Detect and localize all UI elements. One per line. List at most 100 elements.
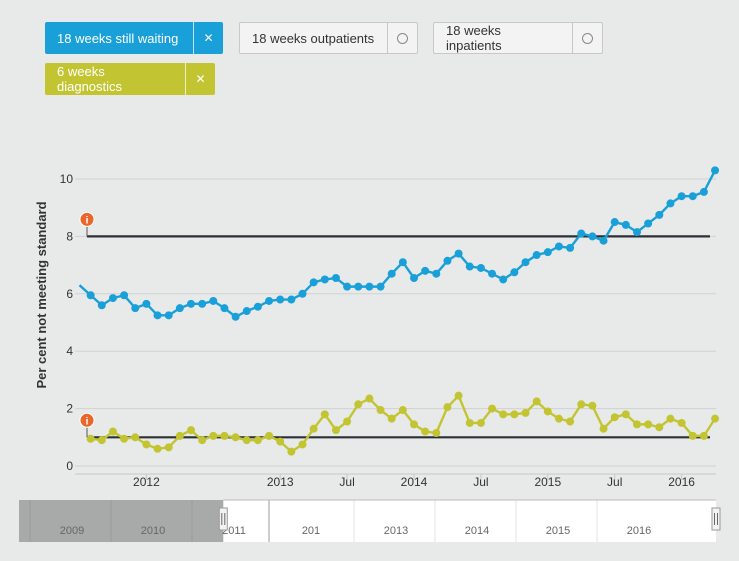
- data-point[interactable]: [131, 433, 140, 442]
- data-point[interactable]: [432, 269, 441, 278]
- data-point[interactable]: [108, 427, 117, 436]
- data-point[interactable]: [410, 420, 418, 429]
- data-point[interactable]: [231, 433, 240, 442]
- data-point[interactable]: [454, 249, 463, 258]
- data-point[interactable]: [644, 219, 653, 228]
- data-point[interactable]: [187, 299, 195, 308]
- data-point[interactable]: [354, 400, 363, 409]
- data-point[interactable]: [554, 414, 563, 423]
- data-point[interactable]: [108, 294, 117, 303]
- data-point[interactable]: [276, 437, 285, 446]
- data-point[interactable]: [220, 304, 229, 313]
- data-point[interactable]: [153, 311, 162, 320]
- data-point[interactable]: [655, 423, 664, 432]
- data-point[interactable]: [309, 278, 318, 287]
- data-point[interactable]: [398, 406, 407, 415]
- data-point[interactable]: [331, 274, 340, 283]
- data-point[interactable]: [510, 410, 519, 419]
- data-point[interactable]: [287, 447, 296, 456]
- data-point[interactable]: [588, 232, 597, 241]
- data-point[interactable]: [97, 436, 106, 445]
- data-point[interactable]: [443, 403, 452, 412]
- data-point[interactable]: [666, 414, 675, 423]
- data-point[interactable]: [421, 266, 430, 275]
- data-point[interactable]: [554, 242, 563, 251]
- data-point[interactable]: [532, 251, 541, 260]
- data-point[interactable]: [465, 418, 474, 427]
- data-point[interactable]: [532, 397, 541, 406]
- data-point[interactable]: [621, 220, 630, 229]
- data-point[interactable]: [153, 444, 162, 453]
- data-point[interactable]: [242, 307, 251, 316]
- data-point[interactable]: [644, 420, 653, 429]
- data-point[interactable]: [432, 428, 441, 437]
- data-point[interactable]: [454, 391, 463, 400]
- data-point[interactable]: [599, 236, 608, 245]
- navigator-handle-right[interactable]: [711, 507, 721, 531]
- data-point[interactable]: [187, 426, 195, 435]
- data-point[interactable]: [298, 440, 307, 449]
- data-point[interactable]: [287, 295, 296, 304]
- close-icon[interactable]: ✕: [185, 63, 215, 95]
- data-point[interactable]: [387, 414, 396, 423]
- data-point[interactable]: [633, 420, 641, 429]
- data-point[interactable]: [343, 417, 352, 426]
- data-point[interactable]: [354, 282, 363, 291]
- data-point[interactable]: [164, 443, 173, 452]
- data-point[interactable]: [242, 436, 251, 445]
- data-point[interactable]: [253, 302, 262, 311]
- data-point[interactable]: [488, 269, 497, 278]
- data-point[interactable]: [588, 401, 597, 410]
- data-point[interactable]: [465, 262, 474, 271]
- data-point[interactable]: [276, 295, 285, 304]
- data-point[interactable]: [499, 410, 508, 419]
- data-point[interactable]: [198, 436, 207, 445]
- radio-circle-icon[interactable]: [387, 23, 417, 53]
- data-point[interactable]: [142, 440, 151, 449]
- data-point[interactable]: [499, 275, 508, 284]
- data-point[interactable]: [86, 291, 95, 300]
- filter-toggle-3[interactable]: 6 weeks diagnostics ✕: [45, 63, 215, 95]
- info-icon[interactable]: [79, 211, 95, 227]
- data-point[interactable]: [365, 282, 374, 291]
- data-point[interactable]: [566, 243, 575, 252]
- data-point[interactable]: [633, 228, 641, 237]
- info-markers[interactable]: ii: [79, 211, 95, 438]
- data-point[interactable]: [543, 248, 552, 257]
- data-point[interactable]: [577, 229, 586, 238]
- data-point[interactable]: [376, 282, 385, 291]
- data-point[interactable]: [343, 282, 352, 291]
- data-point[interactable]: [488, 404, 497, 413]
- data-point[interactable]: [599, 424, 608, 433]
- data-point[interactable]: [298, 289, 307, 298]
- data-point[interactable]: [421, 427, 430, 436]
- info-icon[interactable]: [79, 412, 95, 428]
- data-point[interactable]: [711, 166, 720, 175]
- data-point[interactable]: [175, 431, 184, 440]
- data-point[interactable]: [387, 269, 396, 278]
- data-point[interactable]: [677, 418, 686, 427]
- data-point[interactable]: [521, 258, 530, 267]
- data-point[interactable]: [398, 258, 407, 267]
- data-point[interactable]: [476, 263, 485, 272]
- data-point[interactable]: [666, 199, 675, 208]
- data-point[interactable]: [621, 410, 630, 419]
- filter-toggle-0[interactable]: 18 weeks still waiting ✕: [45, 22, 223, 54]
- data-point[interactable]: [120, 291, 129, 300]
- data-point[interactable]: [677, 192, 686, 201]
- data-point[interactable]: [610, 218, 619, 227]
- close-icon[interactable]: ✕: [193, 22, 223, 54]
- data-point[interactable]: [510, 268, 519, 277]
- data-point[interactable]: [410, 274, 418, 283]
- data-point[interactable]: [688, 192, 697, 201]
- data-point[interactable]: [265, 431, 274, 440]
- data-point[interactable]: [198, 299, 207, 308]
- radio-circle-icon[interactable]: [572, 23, 602, 53]
- data-point[interactable]: [131, 304, 140, 313]
- data-point[interactable]: [220, 431, 229, 440]
- data-point[interactable]: [253, 436, 262, 445]
- data-point[interactable]: [443, 256, 452, 265]
- data-point[interactable]: [655, 210, 664, 219]
- data-point[interactable]: [376, 406, 385, 415]
- data-point[interactable]: [365, 394, 374, 403]
